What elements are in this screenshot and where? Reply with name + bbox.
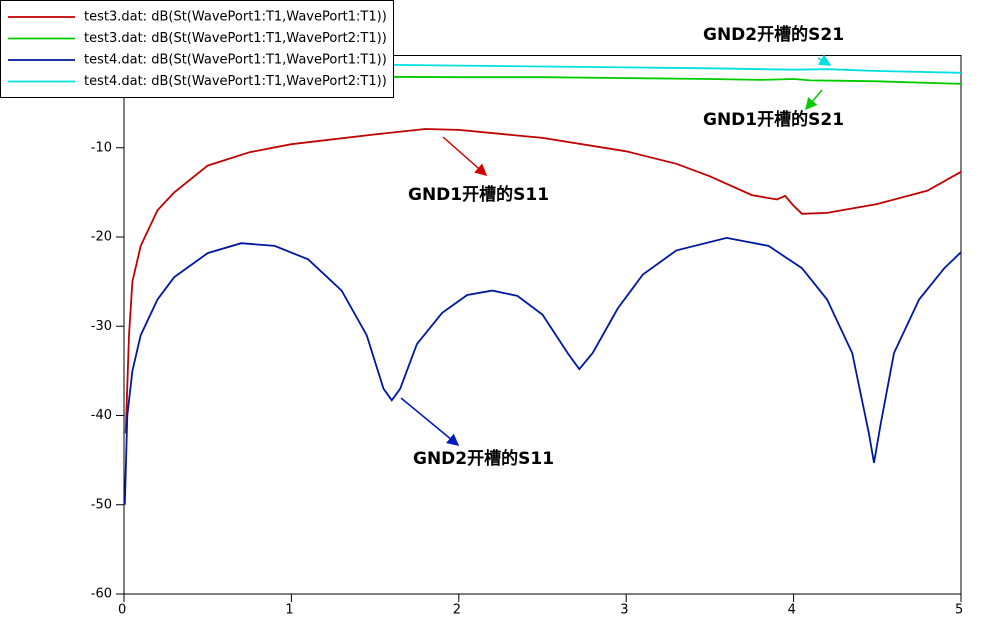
x-tick-label: 1 [285, 603, 293, 618]
x-tick-label: 0 [118, 603, 126, 618]
arrow [400, 397, 460, 446]
plot-area: -60 -50 -40 -30 -20 -10 0 1 2 3 4 5 [91, 55, 963, 618]
plot-frame [123, 55, 962, 595]
legend-label: test3.dat: dB(St(WavePort1:T1,WavePort1:… [84, 10, 387, 25]
arrow [442, 136, 488, 176]
arrow [805, 89, 823, 111]
y-tick-label: -20 [91, 230, 112, 245]
series-line [124, 128, 962, 434]
annotation: GND2开槽的S11 [413, 448, 554, 469]
legend-label: test4.dat: dB(St(WavePort1:T1,WavePort1:… [84, 53, 387, 68]
x-tick-label: 5 [955, 603, 963, 618]
arrow [817, 54, 832, 66]
y-tick-label: -30 [91, 319, 112, 334]
x-tick-label: 3 [620, 603, 628, 618]
annotation: GND1开槽的S11 [408, 184, 549, 205]
legend-label: test3.dat: dB(St(WavePort1:T1,WavePort2:… [84, 31, 387, 46]
y-tick-label: -60 [91, 587, 112, 602]
y-tick-label: -40 [91, 408, 112, 423]
annotation: GND1开槽的S21 [703, 109, 844, 130]
y-tick-label: -50 [91, 497, 112, 512]
annotation: GND2开槽的S21 [703, 24, 844, 45]
y-tick-label: -10 [91, 140, 112, 155]
series-line [123, 236, 962, 505]
x-tick-label: 4 [788, 603, 796, 618]
legend-label: test4.dat: dB(St(WavePort1:T1,WavePort2:… [84, 74, 387, 89]
x-tick-label: 2 [453, 603, 461, 618]
legend: test3.dat: dB(St(WavePort1:T1,WavePort1:… [0, 0, 394, 98]
